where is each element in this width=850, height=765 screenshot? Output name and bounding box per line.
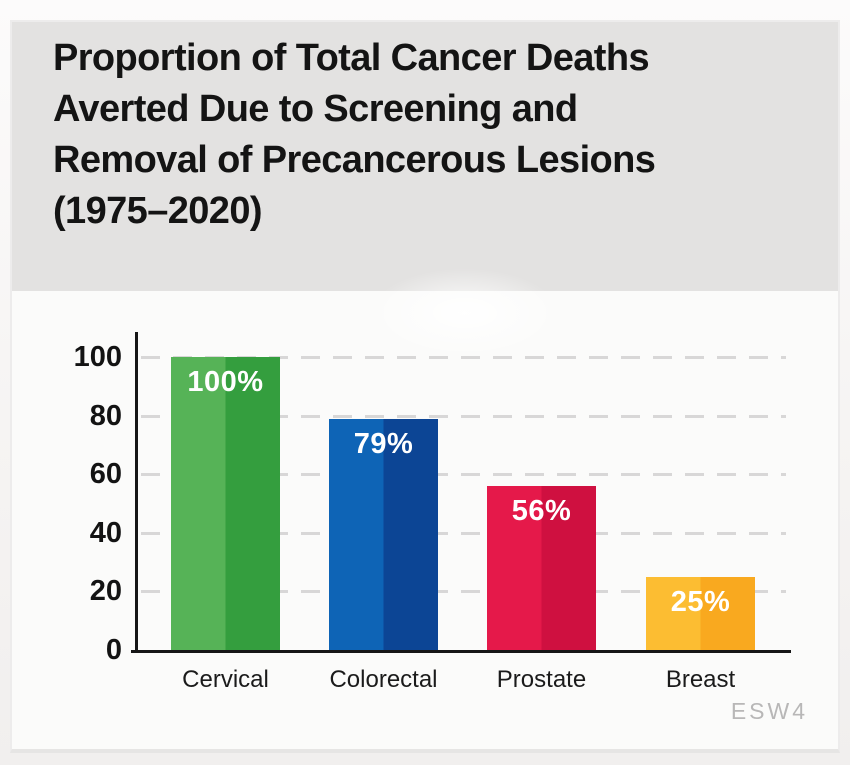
gridline-20 <box>141 590 786 594</box>
bar-colorectal: 79% <box>329 419 438 650</box>
x-axis-line <box>131 650 791 653</box>
category-label-colorectal: Colorectal <box>329 666 438 693</box>
y-tick-label-20: 20 <box>89 575 122 608</box>
y-tick-label-60: 60 <box>89 458 122 491</box>
y-tick-label-0: 0 <box>105 634 122 666</box>
gridline-60 <box>141 473 786 477</box>
chart-title-line-4: (1975–2020) <box>53 190 263 232</box>
bar-value-label-colorectal: 79% <box>353 428 414 460</box>
y-axis-line <box>135 332 138 653</box>
chart-title-line-2: Averted Due to Screening and <box>53 88 578 130</box>
gridline-100 <box>141 356 786 359</box>
y-tick-label-40: 40 <box>89 516 122 549</box>
bar-breast: 25% <box>646 577 755 650</box>
y-tick-label-100: 100 <box>73 341 122 373</box>
title-header-band <box>12 22 838 291</box>
chart-title-line-1: Proportion of Total Cancer Deaths <box>53 37 650 79</box>
category-label-prostate: Prostate <box>496 666 587 693</box>
chart-title-line-3: Removal of Precancerous Lesions <box>53 139 656 181</box>
bar-value-label-breast: 25% <box>670 586 731 618</box>
bar-prostate: 56% <box>487 486 596 650</box>
chart-title: Proportion of Total Cancer Deaths Averte… <box>53 33 656 237</box>
watermark-label: ESW4 <box>730 698 808 724</box>
bar-cervical: 100% <box>171 357 280 650</box>
y-tick-label-80: 80 <box>89 399 122 432</box>
category-label-cervical: Cervical <box>182 666 269 693</box>
bar-value-label-cervical: 100% <box>187 366 264 398</box>
category-label-breast: Breast <box>665 666 736 693</box>
gridline-80 <box>141 414 786 418</box>
bar-value-label-prostate: 56% <box>511 495 572 527</box>
gridline-40 <box>141 531 786 535</box>
